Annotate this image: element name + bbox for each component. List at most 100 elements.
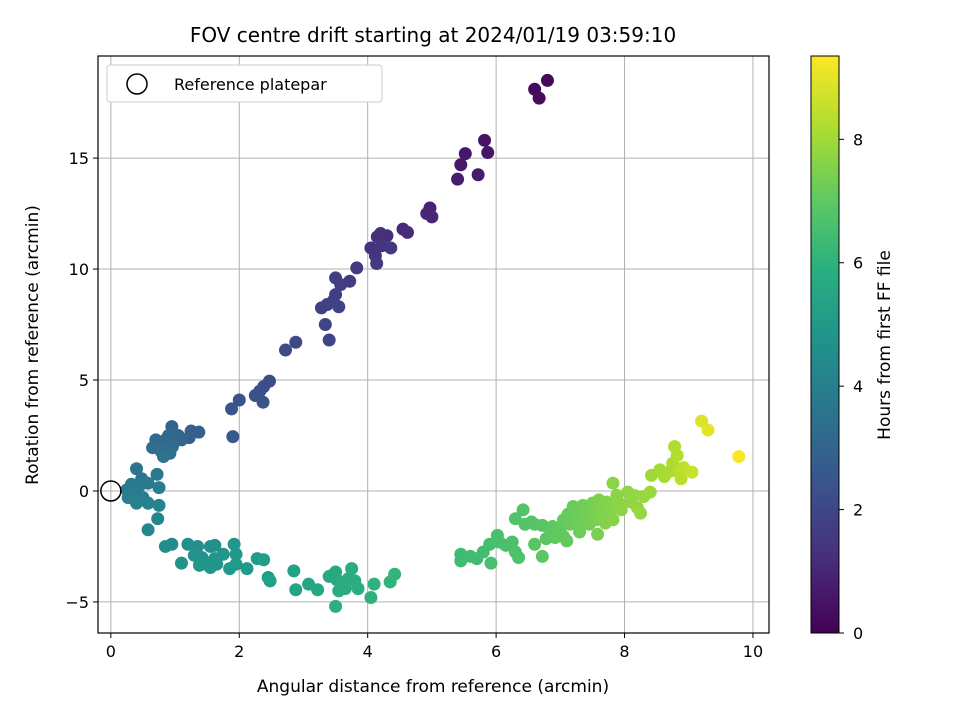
data-point: [454, 158, 468, 172]
data-point: [151, 512, 165, 526]
x-tick-label: 6: [491, 642, 501, 661]
data-point: [685, 465, 699, 479]
data-point: [528, 537, 542, 551]
colorbar: 0 2 4 6 8 Hours from first FF file: [810, 55, 895, 643]
data-point: [208, 538, 222, 552]
data-point: [192, 558, 206, 572]
data-point: [364, 590, 378, 604]
data-point: [451, 172, 465, 186]
data-point: [289, 583, 303, 597]
data-point: [350, 261, 364, 275]
y-tick-label: −5: [65, 593, 89, 612]
data-point: [278, 343, 292, 357]
x-tick-label: 10: [743, 642, 763, 661]
data-point: [223, 562, 237, 576]
grid-lines: [98, 56, 769, 633]
legend-box: [106, 64, 383, 103]
data-point: [701, 423, 715, 437]
data-point: [540, 73, 554, 87]
data-point: [560, 534, 574, 548]
data-point: [367, 577, 381, 591]
data-point: [643, 485, 657, 499]
data-point: [516, 503, 530, 517]
data-point: [384, 241, 398, 255]
data-point: [603, 503, 617, 517]
y-tick-label: 5: [79, 371, 89, 390]
data-point: [505, 535, 519, 549]
data-point: [329, 599, 343, 613]
data-point: [535, 549, 549, 563]
data-point: [152, 498, 166, 512]
data-point: [225, 402, 239, 416]
data-point: [471, 168, 485, 182]
legend-entry-reference: Reference platepar: [174, 75, 327, 94]
data-point: [532, 91, 546, 105]
data-point: [458, 147, 472, 161]
x-axis-ticks: 0 2 4 6 8 10: [106, 633, 763, 661]
data-point: [481, 146, 495, 160]
data-point: [591, 527, 605, 541]
data-point: [627, 488, 641, 502]
colorbar-tick-label: 8: [853, 130, 863, 149]
data-point: [257, 553, 271, 567]
colorbar-tick-label: 6: [853, 254, 863, 273]
data-point: [314, 301, 328, 315]
data-point: [130, 496, 144, 510]
data-point: [478, 133, 492, 147]
y-tick-label: 10: [69, 260, 89, 279]
data-point: [508, 512, 522, 526]
data-point: [141, 476, 155, 490]
data-point: [152, 481, 166, 495]
data-point: [606, 476, 620, 490]
data-point: [614, 503, 628, 517]
data-point: [334, 278, 348, 292]
data-point: [256, 395, 270, 409]
y-tick-label: 15: [69, 149, 89, 168]
data-point: [141, 496, 155, 510]
data-point: [512, 551, 526, 565]
x-tick-label: 4: [363, 642, 373, 661]
data-point: [400, 225, 414, 239]
x-axis-label: Angular distance from reference (arcmin): [257, 677, 609, 697]
y-tick-label: 0: [79, 482, 89, 501]
colorbar-ticks: 0 2 4 6 8: [839, 130, 863, 643]
data-point: [370, 256, 384, 270]
data-point: [156, 450, 170, 464]
data-point: [240, 562, 254, 576]
reference-platepar-marker: [100, 480, 122, 502]
colorbar-gradient: [810, 55, 840, 634]
data-point: [318, 318, 332, 332]
chart-title: FOV centre drift starting at 2024/01/19 …: [190, 23, 676, 47]
legend-marker: [126, 73, 148, 95]
data-point: [606, 513, 620, 527]
x-tick-label: 2: [234, 642, 244, 661]
data-point: [232, 393, 246, 407]
data-point: [229, 547, 243, 561]
data-point: [732, 450, 746, 464]
data-point: [150, 467, 164, 481]
data-point: [332, 300, 346, 314]
data-point: [227, 537, 241, 551]
colorbar-tick-label: 4: [853, 377, 863, 396]
data-point: [634, 506, 648, 520]
data-point: [573, 525, 587, 539]
x-tick-label: 8: [619, 642, 629, 661]
data-point: [322, 333, 336, 347]
reference-marker: [100, 480, 122, 502]
legend: Reference platepar: [106, 64, 383, 103]
data-point: [203, 561, 217, 575]
colorbar-tick-label: 0: [853, 624, 863, 643]
data-point: [670, 448, 684, 462]
colorbar-label: Hours from first FF file: [875, 250, 895, 440]
data-point: [388, 567, 402, 581]
plot-frame: [97, 55, 770, 634]
data-point: [425, 210, 439, 224]
data-point: [226, 430, 240, 444]
data-point: [289, 335, 303, 349]
data-point: [192, 425, 206, 439]
data-point: [263, 574, 277, 588]
data-point: [311, 583, 325, 597]
data-point: [141, 523, 155, 537]
data-point: [165, 537, 179, 551]
